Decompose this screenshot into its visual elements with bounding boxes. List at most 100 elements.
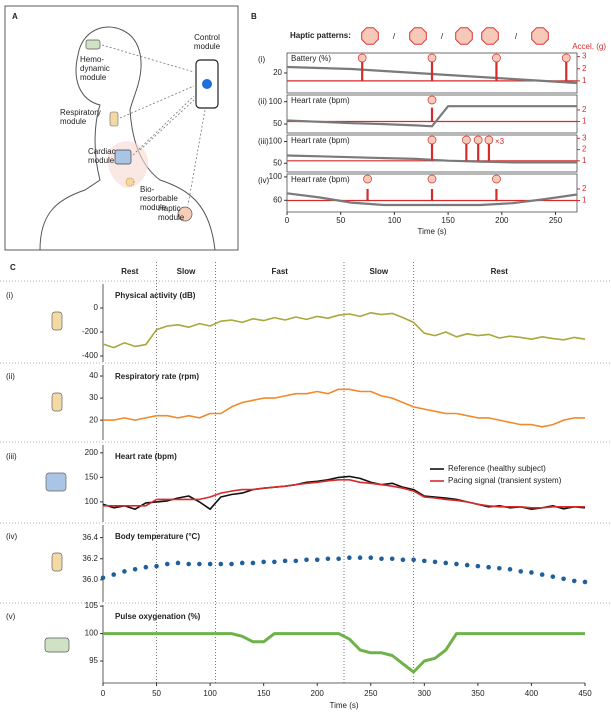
x-tick-label: 350 [471, 689, 485, 698]
legend-label: Pacing signal (transient system) [448, 476, 562, 485]
x-tick-label: 250 [364, 689, 378, 698]
module-label: Respiratory [60, 108, 101, 117]
panel-label: B [251, 12, 257, 21]
module-icon [51, 311, 63, 331]
y-tick-label: 95 [89, 656, 98, 665]
y2-tick-label: 1 [582, 76, 587, 85]
data-point [272, 559, 277, 565]
data-point [154, 563, 159, 569]
roman-label: (iv) [6, 532, 17, 541]
x-tick-label: 150 [441, 216, 455, 225]
series-line [103, 479, 585, 509]
bioresorbable-icon [125, 177, 135, 187]
separator: / [393, 32, 396, 41]
x-tick-label: 200 [311, 689, 325, 698]
panel-label: C [10, 263, 16, 272]
module-label: module [194, 42, 221, 51]
chart-title: Battery (%) [291, 54, 331, 63]
data-point [186, 561, 191, 567]
module-icon [51, 392, 63, 412]
module-label: resorbable [140, 194, 178, 203]
data-point [518, 569, 524, 574]
series-line [103, 388, 585, 428]
data-point [261, 559, 266, 565]
roman-label: (v) [6, 612, 16, 621]
data-point [422, 558, 427, 564]
y-tick-label: -200 [82, 327, 99, 336]
haptic-marker [357, 53, 367, 63]
data-point [486, 564, 491, 570]
data-point [571, 578, 577, 584]
y-tick-label: 100 [85, 497, 99, 506]
panel-label: A [12, 12, 18, 21]
y-tick-label: 100 [269, 172, 283, 181]
haptic-marker [427, 53, 437, 63]
y-tick-label: 36.4 [82, 533, 98, 542]
data-point [197, 561, 202, 567]
y2-tick-label: 3 [582, 52, 587, 61]
data-point [143, 564, 149, 570]
chart-title: Heart rate (bpm) [291, 136, 350, 145]
data-point [336, 556, 341, 562]
y-tick-label: 200 [85, 448, 99, 457]
y-tick-label: 60 [273, 195, 282, 204]
haptic-marker [462, 135, 471, 145]
haptic-marker [427, 135, 437, 145]
plot-frame [286, 94, 578, 134]
chart-title: Physical activity (dB) [115, 291, 196, 300]
data-point [529, 570, 534, 575]
x-tick-label: 50 [152, 689, 161, 698]
phase-label: Rest [121, 267, 139, 276]
chart-title: Heart rate (bpm) [115, 452, 177, 461]
data-point [325, 556, 331, 562]
x-tick-label: 400 [525, 689, 539, 698]
gray-trace [286, 192, 578, 207]
y2-tick-label: 2 [582, 105, 587, 114]
data-point [132, 567, 138, 572]
roman-label: (iv) [258, 176, 269, 185]
haptic-marker [492, 53, 501, 63]
module-label: dynamic [80, 64, 110, 73]
y-tick-label: 100 [85, 629, 99, 638]
legend-label: Reference (healthy subject) [448, 464, 546, 473]
right-axis-label: Accel. (g) [572, 42, 606, 51]
y2-tick-label: 3 [582, 133, 587, 142]
haptic-marker [363, 174, 372, 184]
haptic-label: Haptic patterns: [290, 31, 351, 40]
data-point [539, 572, 545, 577]
data-point [218, 561, 224, 567]
module-label: Hemo- [80, 55, 104, 64]
data-point [314, 557, 320, 563]
roman-label: (i) [258, 55, 265, 64]
links [101, 44, 206, 206]
module-label: module [80, 73, 107, 82]
data-point [111, 572, 117, 577]
bluetooth [202, 79, 212, 89]
gray-trace [286, 105, 577, 128]
roman-label: (i) [6, 291, 13, 300]
haptic-pattern-icon [409, 27, 427, 45]
y2-tick-label: 1 [582, 196, 587, 205]
module-icon [44, 637, 70, 653]
plot-frame [286, 134, 578, 173]
x-tick-label: 100 [203, 689, 217, 698]
module-icon [45, 472, 67, 492]
y-tick-label: 100 [269, 97, 283, 106]
haptic-marker [561, 53, 571, 63]
y2-tick-label: 1 [582, 156, 587, 165]
data-point [497, 565, 502, 571]
haptic-pattern-icon [361, 27, 379, 45]
y-tick-label: 150 [85, 472, 99, 481]
haptic-marker [492, 174, 501, 184]
module-icon [51, 552, 63, 572]
data-point [368, 555, 374, 560]
x-tick-label: 300 [418, 689, 432, 698]
module-label: Haptic [158, 204, 181, 213]
data-point [122, 569, 127, 574]
roman-label: (iii) [258, 137, 269, 146]
haptic-marker [473, 135, 483, 145]
data-point [239, 560, 245, 566]
data-point [443, 560, 449, 566]
roman-label: (iii) [6, 452, 17, 461]
respiratory-icon [109, 111, 119, 127]
